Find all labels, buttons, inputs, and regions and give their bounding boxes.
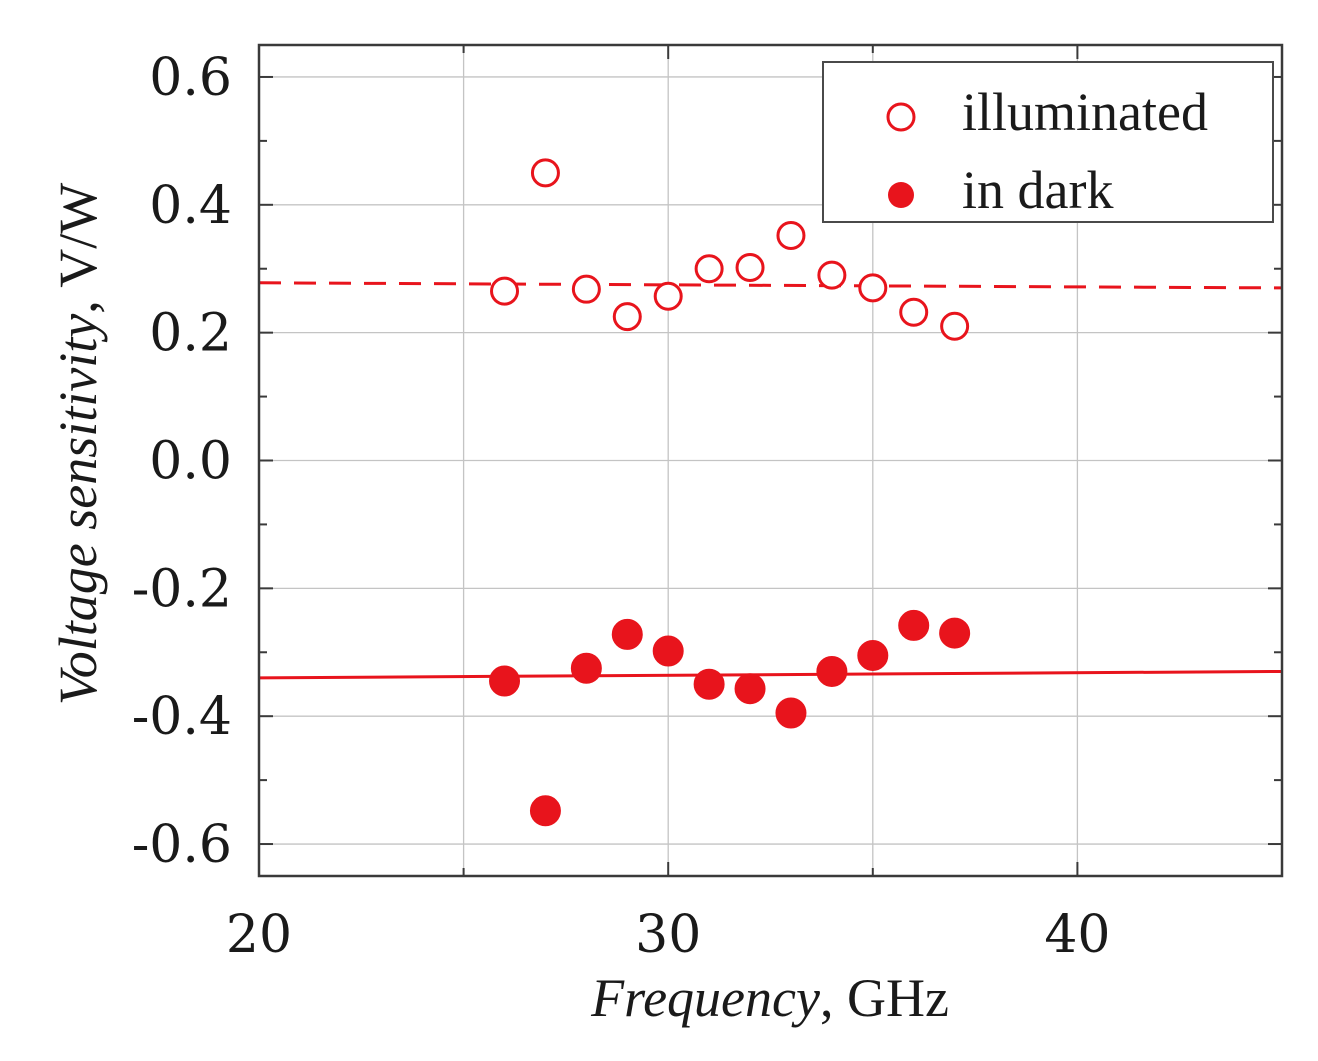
y-axis-title-unit: , V/W: [48, 183, 108, 314]
y-tick-label: 0.0: [149, 432, 232, 492]
x-tick-label: 20: [226, 905, 292, 965]
data-point-illuminated: [612, 302, 642, 332]
y-tick-label: 0.6: [149, 48, 232, 108]
y-tick-label: 0.4: [149, 176, 232, 236]
data-point-in-dark: [734, 673, 766, 705]
legend: illuminated in dark: [822, 61, 1274, 223]
y-tick-label: -0.2: [132, 559, 232, 619]
data-point-in-dark: [652, 635, 684, 667]
data-point-in-dark: [529, 795, 561, 827]
data-point-in-dark: [693, 668, 725, 700]
fit-lines: [258, 281, 1283, 680]
data-point-in-dark: [939, 617, 971, 649]
data-point-illuminated: [776, 220, 806, 250]
legend-marker-in-dark: [888, 182, 914, 208]
axis-ticks: [258, 45, 1283, 876]
data-point-illuminated: [490, 276, 520, 306]
data-point-in-dark: [857, 639, 889, 671]
x-axis-title-italic: Frequency: [590, 968, 820, 1028]
data-point-illuminated: [858, 273, 888, 303]
legend-label-in-dark: in dark: [962, 160, 1113, 220]
x-axis-title: Frequency, GHz: [590, 968, 949, 1028]
x-tick-label: 40: [1044, 905, 1110, 965]
data-point-illuminated: [817, 260, 847, 290]
data-point-illuminated: [694, 254, 724, 284]
data-point-illuminated: [735, 252, 765, 282]
data-point-in-dark: [489, 665, 521, 697]
fit-line-illuminated: [258, 281, 1283, 290]
legend-marker-illuminated: [886, 102, 916, 132]
data-points: [489, 158, 971, 827]
data-point-illuminated: [530, 158, 560, 188]
y-tick-label: -0.6: [132, 815, 232, 875]
data-point-illuminated: [571, 274, 601, 304]
data-point-in-dark: [775, 697, 807, 729]
x-tick-label: 30: [635, 905, 701, 965]
data-point-in-dark: [570, 652, 602, 684]
grid: [259, 45, 1282, 876]
data-point-in-dark: [898, 609, 930, 641]
x-axis-title-unit: , GHz: [820, 968, 949, 1028]
fit-line-in-dark: [258, 669, 1283, 680]
y-axis-title-italic: Voltage sensitivity: [48, 314, 108, 705]
y-tick-label: -0.4: [132, 687, 232, 747]
data-point-illuminated: [899, 297, 929, 327]
data-point-illuminated: [940, 311, 970, 341]
tick-labels: 20 30 40 0.6 0.4 0.2 0.0 -0.2 -0.4 -0.6: [132, 48, 1111, 965]
y-tick-label: 0.2: [149, 304, 232, 364]
data-point-in-dark: [611, 618, 643, 650]
legend-label-illuminated: illuminated: [962, 82, 1208, 142]
data-point-in-dark: [816, 655, 848, 687]
y-axis-title: Voltage sensitivity, V/W: [48, 183, 108, 705]
data-point-illuminated: [653, 281, 683, 311]
